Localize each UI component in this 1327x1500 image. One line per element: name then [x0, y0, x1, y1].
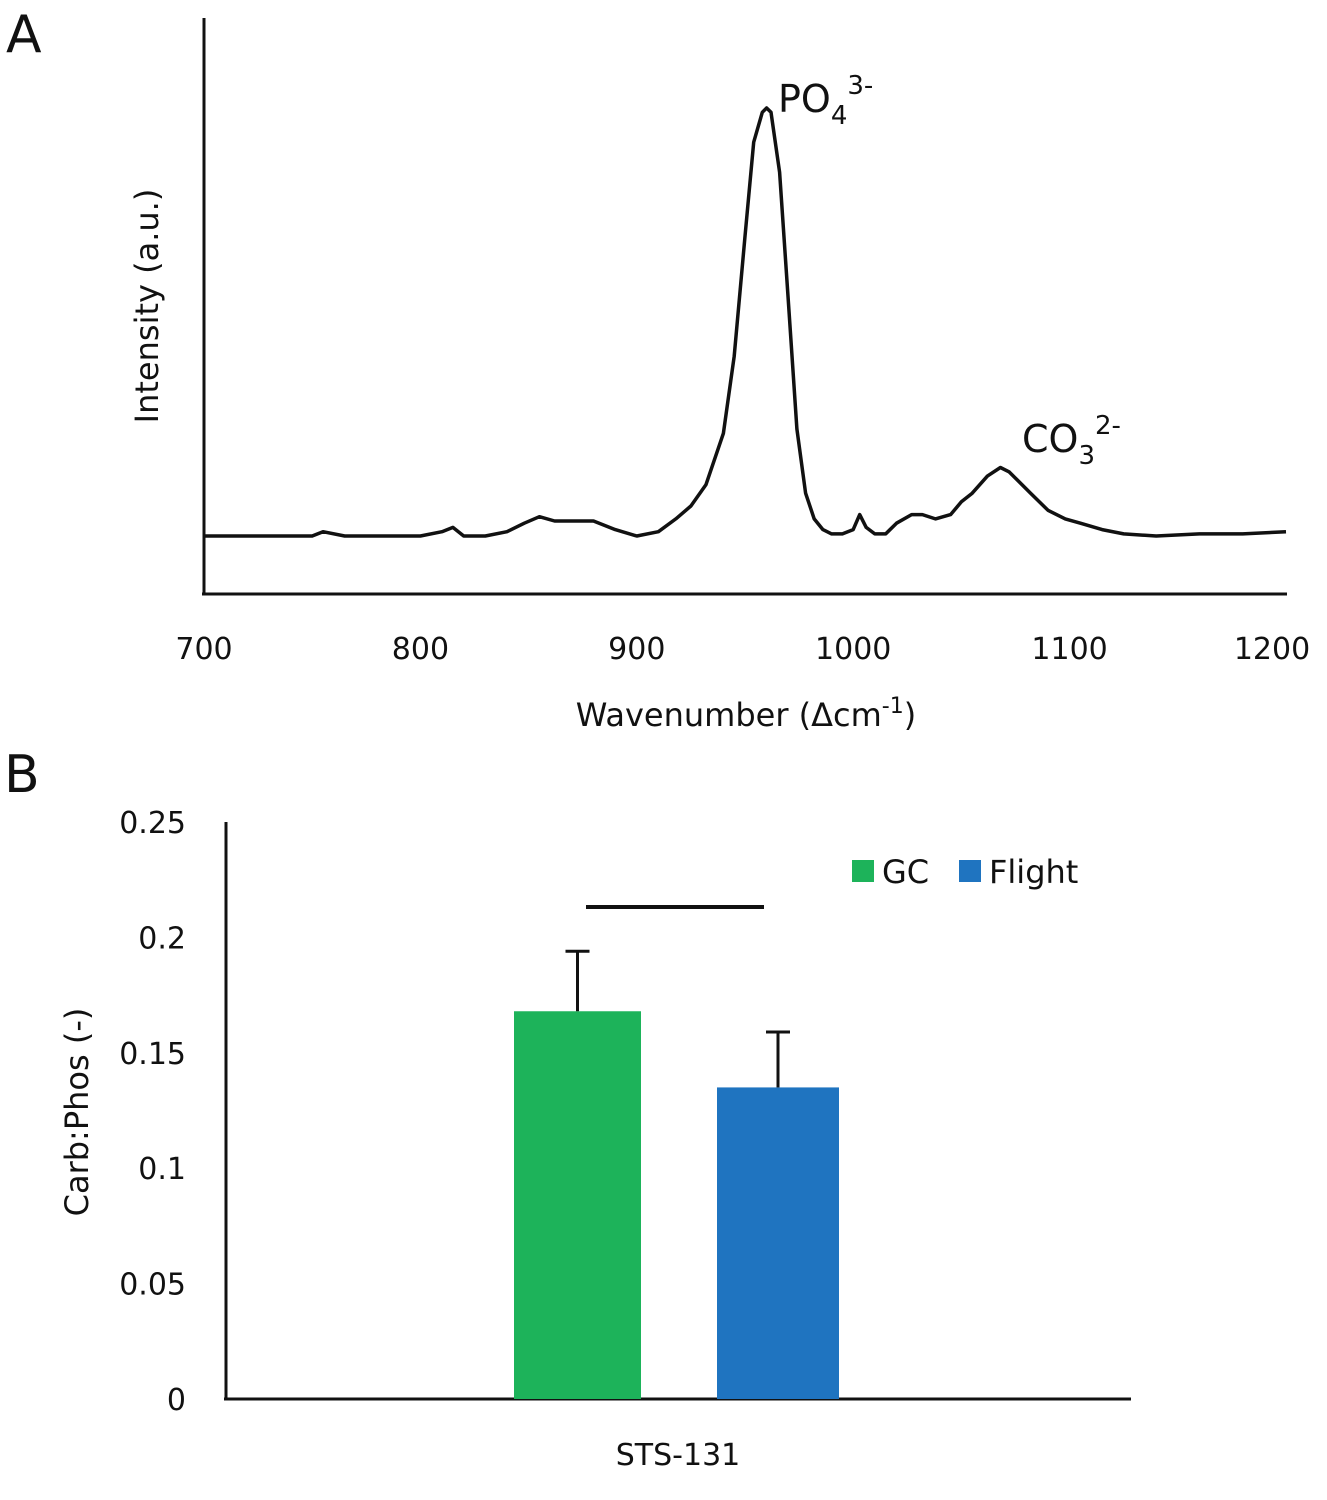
- panel-b-y-axis-label: Carb:Phos (-): [58, 1008, 96, 1217]
- panel-a-spectrum-line: [204, 106, 1287, 538]
- panel-b-legend: GC Flight: [852, 853, 1078, 891]
- y-tick-label-0-25: 0.25: [119, 806, 186, 841]
- x-tick-label-1000: 1000: [815, 632, 891, 667]
- panel-a-spectrum-chart: A Intensity (a.u.) 700 800 900 1000 1100 1200…: [6, 5, 1310, 734]
- y-tick-label-0-2: 0.2: [138, 921, 186, 956]
- panel-a-y-axis-label: Intensity (a.u.): [128, 189, 166, 424]
- x-tick-label-1100: 1100: [1031, 632, 1107, 667]
- panel-a-x-tick-labels: 700 800 900 1000 1100 1200: [175, 632, 1310, 667]
- peak-label-po4: PO43-: [778, 71, 873, 131]
- y-tick-label-0: 0: [167, 1383, 186, 1418]
- x-tick-label-800: 800: [392, 632, 449, 667]
- legend-label-flight: Flight: [989, 853, 1078, 891]
- y-tick-label-0-05: 0.05: [119, 1268, 186, 1303]
- x-tick-label-1200: 1200: [1234, 632, 1310, 667]
- bar-flight: [717, 1087, 839, 1399]
- y-tick-label-0-15: 0.15: [119, 1037, 186, 1072]
- legend-swatch-gc: [852, 860, 874, 882]
- panel-b-bars: [514, 949, 839, 1399]
- panel-a-x-axis-label: Wavenumber (Δcm-1): [576, 694, 916, 734]
- peak-label-co3: CO32-: [1022, 411, 1121, 471]
- panel-a-label: A: [6, 5, 42, 65]
- panel-b-y-tick-labels: 0 0.05 0.1 0.15 0.2 0.25: [119, 806, 186, 1418]
- y-tick-label-0-1: 0.1: [138, 1152, 186, 1187]
- category-label-sts-131: STS-131: [616, 1438, 741, 1473]
- panel-b-label: B: [4, 745, 40, 805]
- legend-label-gc: GC: [882, 853, 929, 891]
- legend-swatch-flight: [959, 860, 981, 882]
- x-tick-label-900: 900: [608, 632, 665, 667]
- x-tick-label-700: 700: [175, 632, 232, 667]
- bar-gc: [514, 1011, 641, 1399]
- panel-b-bar-chart: B 0 0.05 0.1 0.15 0.2 0.25 Carb:Phos (-) STS-…: [4, 745, 1131, 1473]
